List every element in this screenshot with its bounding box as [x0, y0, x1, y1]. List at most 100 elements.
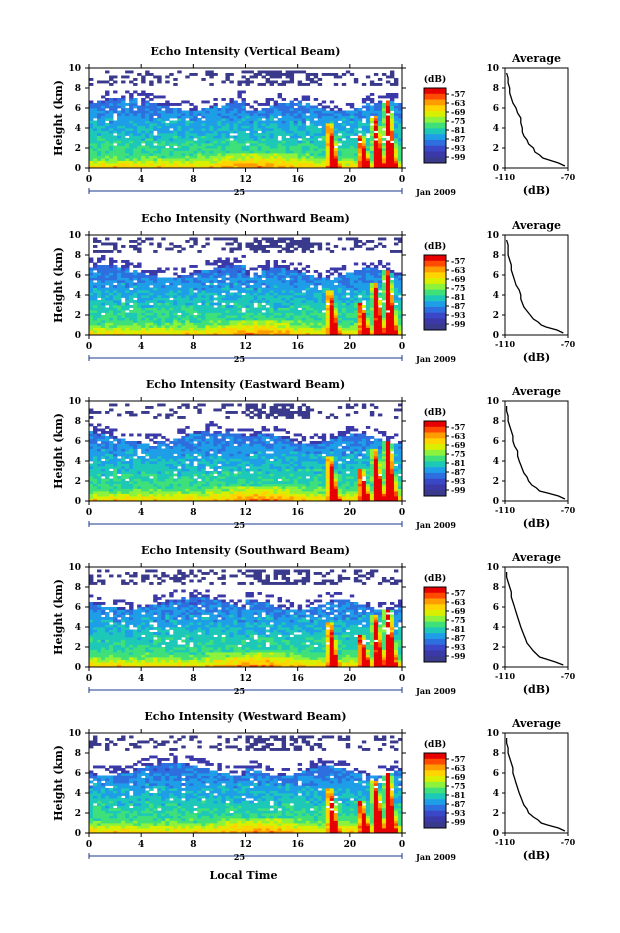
heatmap-cell: [350, 126, 354, 129]
heatmap-cell: [294, 153, 298, 156]
heatmap-cell: [326, 320, 330, 323]
heatmap-cell: [394, 273, 398, 276]
heatmap-cell: [201, 305, 205, 308]
heatmap-cell: [229, 323, 233, 326]
heatmap-cell: [113, 303, 117, 306]
heatmap-cell: [310, 290, 314, 293]
heatmap-cell: [89, 456, 93, 459]
heatmap-cell: [177, 136, 181, 139]
heatmap-cell: [157, 313, 161, 316]
heatmap-cell: [125, 275, 129, 278]
heatmap-cell: [117, 146, 121, 149]
heatmap-cell: [205, 116, 209, 119]
heatmap-cell: [314, 163, 318, 166]
heatmap-cell: [101, 106, 105, 109]
heatmap-cell: [278, 163, 282, 166]
heatmap-cell: [246, 300, 250, 303]
heatmap-cell: [217, 126, 221, 129]
heatmap-cell: [294, 285, 298, 288]
heatmap-cell: [278, 295, 282, 298]
colorbar-swatch: [424, 151, 446, 157]
heatmap-cell: [322, 123, 326, 126]
heatmap-cell: [133, 486, 137, 489]
heatmap-cell: [225, 103, 229, 106]
heatmap-cell: [109, 153, 113, 156]
heatmap-cell: [121, 444, 125, 447]
heatmap-cell: [89, 273, 93, 276]
heatmap-cell: [310, 293, 314, 296]
heatmap-cell: [113, 325, 117, 328]
heatmap-cell: [189, 73, 193, 76]
heatmap-cell: [89, 270, 93, 273]
heatmap-cell: [278, 113, 282, 116]
heatmap-cell: [310, 318, 314, 321]
heatmap-cell: [113, 290, 117, 293]
heatmap-cell: [153, 96, 157, 99]
colorbar-swatch: [424, 318, 446, 324]
heatmap-cell: [173, 163, 177, 166]
heatmap-cell: [302, 280, 306, 283]
heatmap-cell: [149, 73, 153, 76]
heatmap-cell: [334, 128, 338, 131]
heatmap-cell: [169, 111, 173, 114]
heatmap-cell: [342, 83, 346, 86]
heatmap-cell: [197, 305, 201, 308]
heatmap-cell: [262, 270, 266, 273]
heatmap-cell: [89, 143, 93, 146]
heatmap-cell: [390, 310, 394, 313]
heatmap-cell: [326, 133, 330, 136]
heatmap-cell: [362, 156, 366, 159]
heatmap-cell: [290, 116, 294, 119]
heatmap-cell: [165, 148, 169, 151]
heatmap-cell: [89, 113, 93, 116]
heatmap-cell: [354, 278, 358, 281]
heatmap-cell: [89, 116, 93, 119]
heatmap-cell: [262, 298, 266, 301]
heatmap-cell: [225, 128, 229, 131]
heatmap-cell: [141, 464, 145, 467]
heatmap-cell: [93, 293, 97, 296]
heatmap-cell: [197, 143, 201, 146]
heatmap-cell: [246, 283, 250, 286]
heatmap-cell: [125, 481, 129, 484]
heatmap-cell: [318, 330, 322, 333]
heatmap-cell: [101, 325, 105, 328]
heatmap-cell: [153, 434, 157, 437]
heatmap-cell: [137, 133, 141, 136]
heatmap-cell: [185, 315, 189, 318]
heatmap-cell: [101, 315, 105, 318]
heatmap-cell: [137, 459, 141, 462]
heatmap-cell: [137, 73, 141, 76]
heatmap-cell: [318, 290, 322, 293]
heatmap-cell: [209, 161, 213, 164]
heatmap-cell: [286, 121, 290, 124]
heatmap-cell: [117, 153, 121, 156]
heatmap-cell: [262, 288, 266, 291]
heatmap-cell: [117, 126, 121, 129]
heatmap-cell: [137, 143, 141, 146]
heatmap-cell: [149, 461, 153, 464]
heatmap-cell: [241, 123, 245, 126]
heatmap-cell: [105, 313, 109, 316]
heatmap-cell: [246, 71, 250, 74]
heatmap-cell: [334, 113, 338, 116]
heatmap-cell: [97, 151, 101, 154]
heatmap-cell: [250, 310, 254, 313]
heatmap-cell: [370, 278, 374, 281]
heatmap-cell: [382, 113, 386, 116]
heatmap-cell: [117, 315, 121, 318]
heatmap-cell: [322, 315, 326, 318]
heatmap-cell: [89, 469, 93, 472]
heatmap-cell: [390, 121, 394, 124]
heatmap-cell: [354, 128, 358, 131]
heatmap-cell: [185, 128, 189, 131]
heatmap-cell: [282, 118, 286, 121]
heatmap-cell: [141, 290, 145, 293]
heatmap-cell: [250, 318, 254, 321]
heatmap-cell: [113, 126, 117, 129]
heatmap-cell: [145, 449, 149, 452]
heatmap-cell: [342, 285, 346, 288]
heatmap-cell: [225, 111, 229, 114]
heatmap-cell: [334, 290, 338, 293]
heatmap-cell: [205, 108, 209, 111]
